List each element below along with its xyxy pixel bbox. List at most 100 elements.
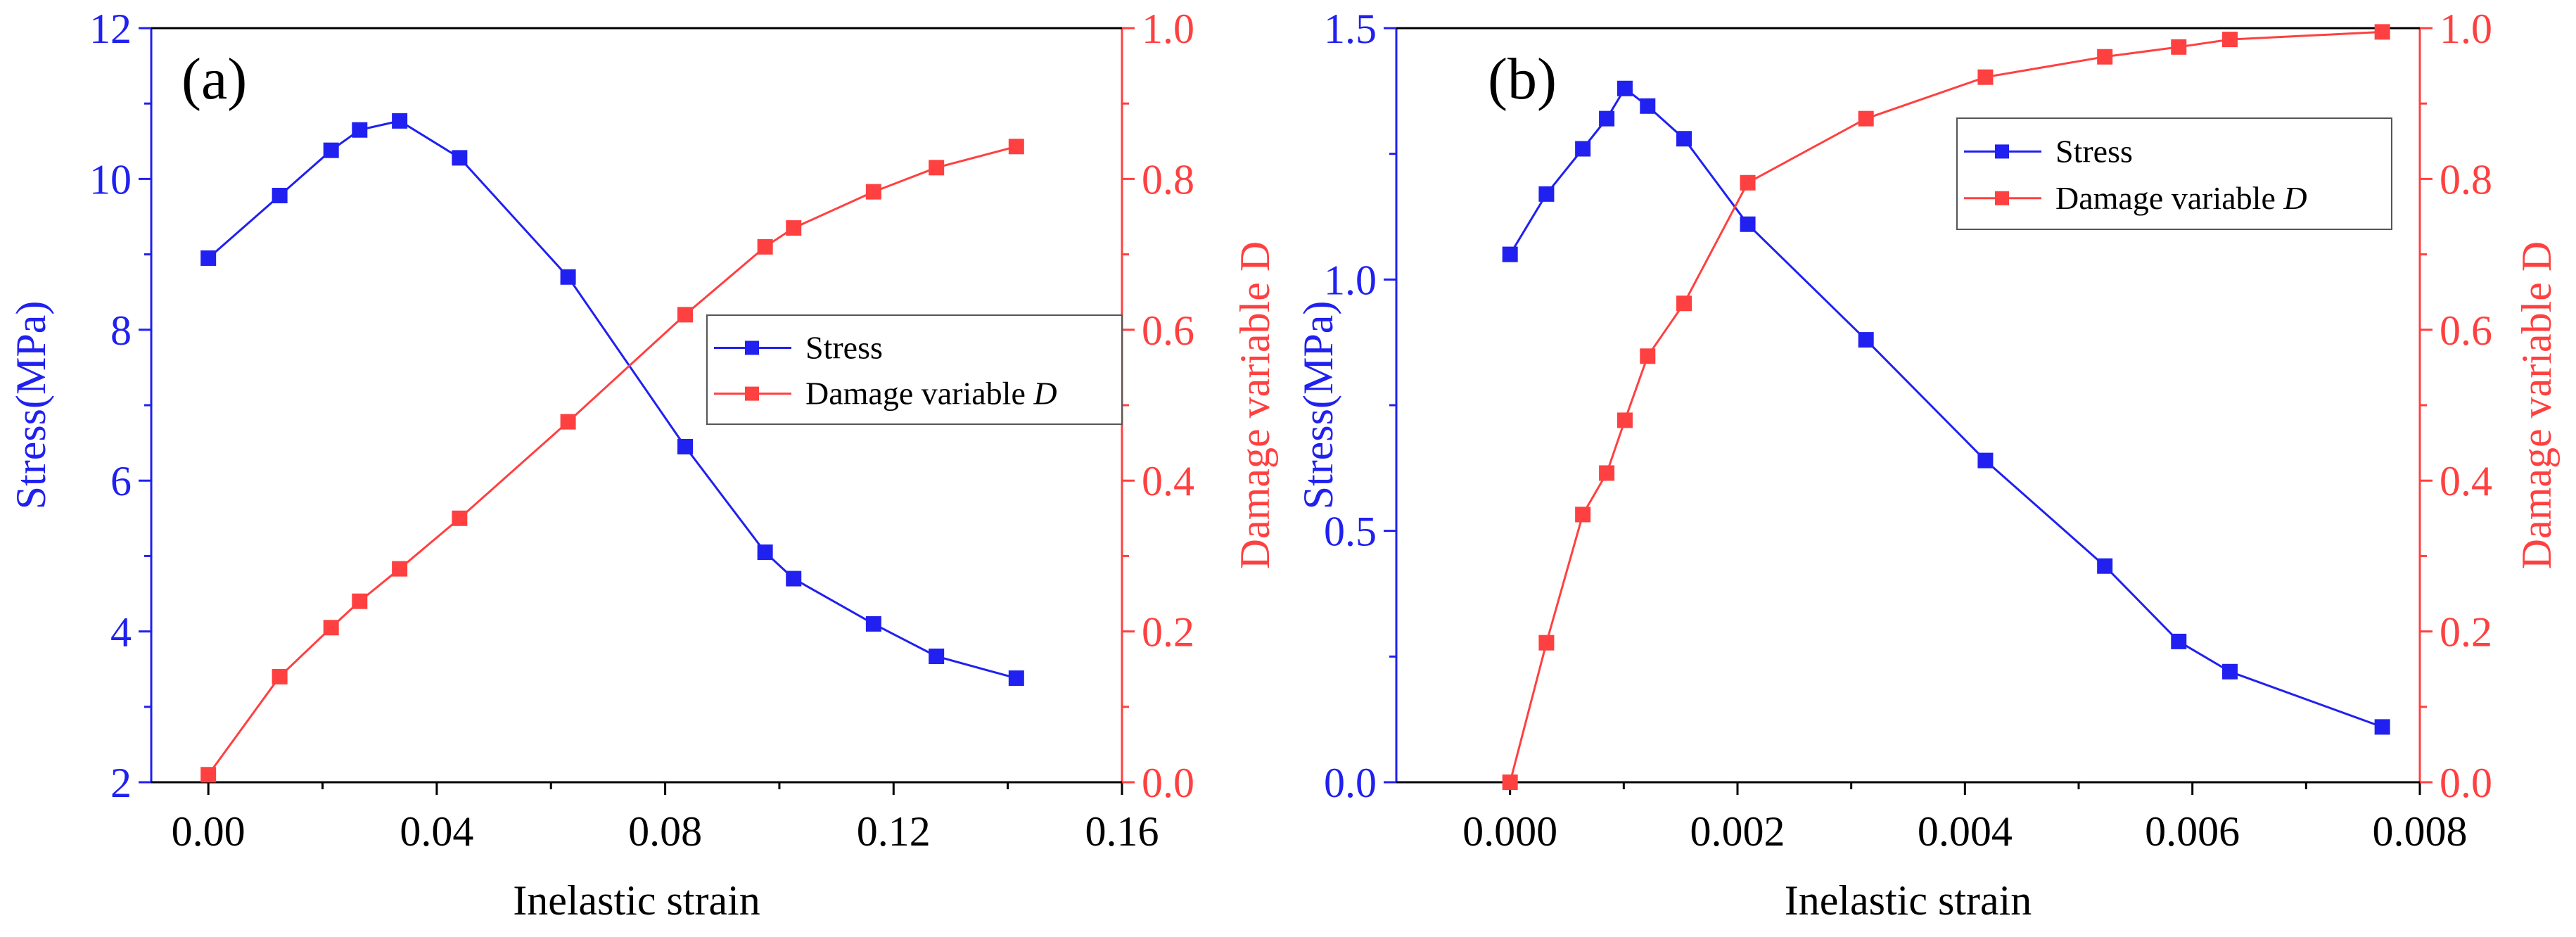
stress-data-point (757, 544, 773, 561)
stress-data-point (1008, 670, 1024, 687)
x-tick-label: 0.008 (2373, 808, 2468, 855)
x-tick-label: 0.004 (1918, 808, 2013, 855)
damage-data-point (2222, 32, 2238, 48)
damage-data-point (1977, 69, 1994, 85)
legend-damage-label: Damage variable D (2055, 180, 2307, 216)
y-tick-label: 12 (89, 6, 132, 52)
damage-data-point (1640, 348, 1656, 364)
damage-data-point (2171, 39, 2187, 55)
damage-data-point (929, 160, 945, 176)
y2-tick-label: 0.4 (2440, 458, 2492, 504)
y2-tick-label: 0.4 (1142, 458, 1194, 504)
stress-data-point (1575, 141, 1591, 157)
chart-panel-b: 0.000 0.002 0.004 0.006 0.0080.00.51.01.50.0… (1295, 6, 2560, 924)
damage-data-point (1575, 506, 1591, 523)
damage-data-point (2097, 49, 2113, 65)
y-tick-label: 10 (89, 156, 132, 203)
x-tick-label: 0.002 (1690, 808, 1785, 855)
legend-box (1956, 117, 2392, 230)
panel-label: (a) (181, 46, 247, 112)
x-tick-label: 0.12 (857, 808, 931, 855)
stress-data-point (560, 269, 576, 285)
damage-data-point (757, 238, 773, 255)
damage-data-point (1676, 295, 1692, 312)
damage-data-point (865, 184, 881, 200)
x-axis-title: Inelastic strain (513, 877, 760, 924)
legend-damage-marker (745, 386, 759, 401)
damage-data-point (1008, 139, 1024, 155)
damage-data-point (1599, 465, 1615, 481)
y2-tick-label: 1.0 (2440, 6, 2492, 52)
stress-data-point (786, 571, 802, 587)
stress-data-point (2171, 633, 2187, 649)
damage-data-point (1538, 635, 1555, 651)
legend-box (706, 314, 1123, 425)
stress-data-point (392, 113, 408, 129)
legend-stress-label: Stress (805, 330, 883, 366)
damage-data-point (1740, 174, 1756, 191)
stress-data-point (1740, 216, 1756, 232)
y-tick-label: 1.5 (1324, 6, 1377, 52)
x-tick-label: 0.08 (628, 808, 702, 855)
stress-data-point (323, 142, 339, 158)
damage-data-point (1502, 775, 1518, 790)
stress-data-point (2222, 663, 2238, 680)
y-tick-label: 2 (110, 760, 132, 806)
y-tick-label: 6 (110, 458, 132, 504)
damage-data-point (2374, 24, 2390, 40)
damage-series-line (207, 145, 1017, 776)
y-tick-label: 4 (110, 609, 132, 656)
x-tick-label: 0.16 (1085, 808, 1159, 855)
y2-axis-title: Damage variable D (1232, 241, 1278, 569)
damage-data-point (272, 668, 288, 684)
y-tick-label: 1.0 (1324, 257, 1377, 303)
legend-italic-d: D (2283, 180, 2307, 216)
y2-tick-label: 0.0 (2440, 760, 2492, 806)
damage-data-point (677, 307, 693, 323)
legend-damage-marker (1995, 191, 2009, 205)
stress-data-point (1676, 131, 1692, 147)
legend-italic-d: D (1033, 376, 1057, 412)
stress-data-point (1599, 110, 1615, 127)
damage-data-point (323, 620, 339, 636)
x-tick-label: 0.00 (172, 808, 246, 855)
y2-axis-title: Damage variable D (2513, 241, 2560, 569)
y-tick-label: 8 (110, 307, 132, 354)
legend-stress-marker (1995, 144, 2009, 159)
y-tick-label: 0.5 (1324, 509, 1377, 555)
damage-data-point (1858, 110, 1874, 127)
stress-data-point (1538, 186, 1555, 202)
damage-data-point (352, 593, 368, 609)
stress-data-point (677, 438, 693, 454)
stress-data-point (865, 616, 881, 632)
stress-data-point (1858, 332, 1874, 348)
chart-panel-a: 0.00 0.04 0.08 0.12 0.16 2 4 6 8 10 12 0.0 0.2 0.4 0.6… (8, 6, 1278, 924)
stress-data-point (1977, 452, 1994, 468)
damage-data-point (1617, 412, 1633, 428)
x-tick-label: 0.006 (2145, 808, 2240, 855)
damage-data-point (560, 414, 576, 430)
y2-tick-label: 0.8 (1142, 156, 1194, 203)
damage-data-point (786, 220, 802, 236)
y2-tick-label: 0.2 (2440, 609, 2492, 656)
y2-tick-label: 0.6 (2440, 307, 2492, 354)
stress-data-point (272, 187, 288, 203)
legend-stress-marker (745, 340, 759, 355)
y2-tick-label: 0.0 (1142, 760, 1194, 806)
damage-data-point (392, 561, 408, 577)
y-tick-label: 0.0 (1324, 760, 1377, 806)
y2-tick-label: 1.0 (1142, 6, 1194, 52)
legend: Stress Damage variable D (1956, 117, 2392, 230)
y2-tick-label: 0.6 (1142, 307, 1194, 354)
x-tick-label: 0.04 (400, 808, 473, 855)
panel-label: (b) (1488, 46, 1557, 112)
damage-data-point (452, 510, 468, 526)
stress-data-point (352, 122, 368, 138)
stress-data-point (929, 648, 945, 664)
stress-data-point (452, 150, 468, 166)
y2-tick-label: 0.2 (1142, 609, 1194, 656)
stress-data-point (200, 250, 217, 266)
y-axis-title: Stress(MPa) (1295, 301, 1341, 510)
legend: Stress Damage variable D (706, 314, 1123, 425)
